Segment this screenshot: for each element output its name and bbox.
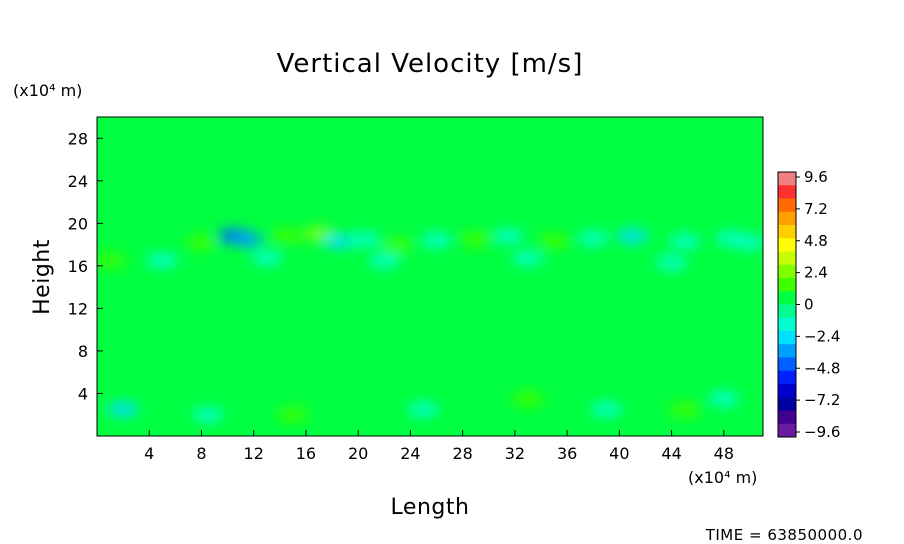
colorbar-swatch [778,278,796,292]
x-tick-label: 36 [557,444,577,463]
colorbar-swatch [778,370,796,385]
x-tick-label: 20 [348,444,368,463]
plot-background [97,117,763,436]
chart-title: Vertical Velocity [m/s] [277,49,584,79]
velocity-feature-17 [97,252,127,269]
y-tick-label: 12 [68,299,88,318]
colorbar-swatch [778,291,796,305]
y-tick-label: 16 [68,257,88,276]
velocity-feature-20 [368,252,401,269]
colorbar-label: −4.8 [804,359,840,377]
colorbar-swatch [778,331,796,345]
y-tick-label: 20 [68,214,88,233]
colorbar-swatch [778,264,796,279]
velocity-feature-9 [459,231,492,248]
colorbar-swatch [778,198,796,213]
colorbar-swatch [778,238,796,252]
y-tick-label: 4 [78,384,88,403]
velocity-feature-1 [231,231,264,248]
x-tick-label: 4 [144,444,154,463]
velocity-feature-27 [511,390,544,407]
velocity-feature-5 [185,234,218,251]
colorbar-swatch [778,172,796,186]
x-axis-unit: (x10⁴ m) [688,468,757,487]
y-tick-label: 24 [68,172,88,191]
colorbar-swatch [778,344,796,358]
velocity-feature-19 [250,249,283,266]
colorbar-swatch [778,185,796,199]
velocity-feature-8 [420,232,453,249]
velocity-feature-18 [146,252,179,269]
velocity-feature-11 [538,233,571,250]
velocity-feature-26 [407,401,440,418]
y-tick-label: 28 [68,129,88,148]
velocity-feature-16 [733,234,763,251]
x-tick-label: 40 [609,444,629,463]
y-tick-label: 8 [78,342,88,361]
colorbar-label: 0 [804,296,814,314]
velocity-feature-12 [577,230,610,247]
velocity-feature-22 [655,254,688,271]
velocity-feature-10 [492,228,525,245]
x-tick-label: 12 [244,444,264,463]
x-axis-label: Length [391,495,470,520]
colorbar-swatch [778,225,796,239]
colorbar-label: 7.2 [804,200,828,218]
colorbar-label: 4.8 [804,232,828,250]
velocity-feature-7 [381,237,414,254]
velocity-feature-2 [270,228,303,245]
velocity-feature-30 [707,390,740,407]
y-axis: 4 8 12 16 20 24 28 [68,129,103,403]
y-axis-label: Height [30,239,55,315]
colorbar-swatch [778,304,796,319]
velocity-feature-23 [107,401,140,418]
colorbar-swatch [778,397,796,411]
x-tick-label: 8 [196,444,206,463]
colorbar-swatch [778,423,796,438]
colorbar: 9.6 7.2 4.8 2.4 0 −2.4 −4.8 −7.2 −9.6 [777,168,840,441]
colorbar-swatch [778,410,796,425]
colorbar-swatch [778,251,796,266]
colorbar-swatch [778,211,796,226]
velocity-feature-21 [511,250,544,267]
x-tick-label: 32 [505,444,525,463]
colorbar-label: −2.4 [804,327,840,345]
colorbar-swatch [778,317,796,332]
time-readout: TIME = 63850000.0 [705,526,863,544]
colorbar-label: 9.6 [804,168,828,186]
colorbar-swatch [778,384,796,398]
velocity-feature-13 [616,228,649,245]
colorbar-label: −9.6 [804,423,840,441]
velocity-feature-4 [322,233,355,250]
velocity-feature-6 [348,231,381,248]
y-axis-unit: (x10⁴ m) [13,81,82,100]
colorbar-label: −7.2 [804,391,840,409]
x-tick-label: 16 [296,444,316,463]
velocity-feature-25 [276,406,309,423]
x-tick-label: 24 [400,444,420,463]
x-tick-label: 44 [661,444,681,463]
velocity-features [97,226,763,423]
x-axis: 4 8 12 16 20 24 28 32 36 40 44 48 [144,430,734,463]
colorbar-swatch [778,357,796,372]
plot-frame [96,116,764,437]
plot-area [96,116,764,437]
x-tick-label: 28 [452,444,472,463]
colorbar-label: 2.4 [804,264,828,282]
x-tick-label: 48 [714,444,734,463]
velocity-feature-29 [668,401,701,418]
velocity-feature-24 [192,406,224,423]
velocity-feature-14 [668,233,701,250]
velocity-feature-28 [590,401,623,418]
